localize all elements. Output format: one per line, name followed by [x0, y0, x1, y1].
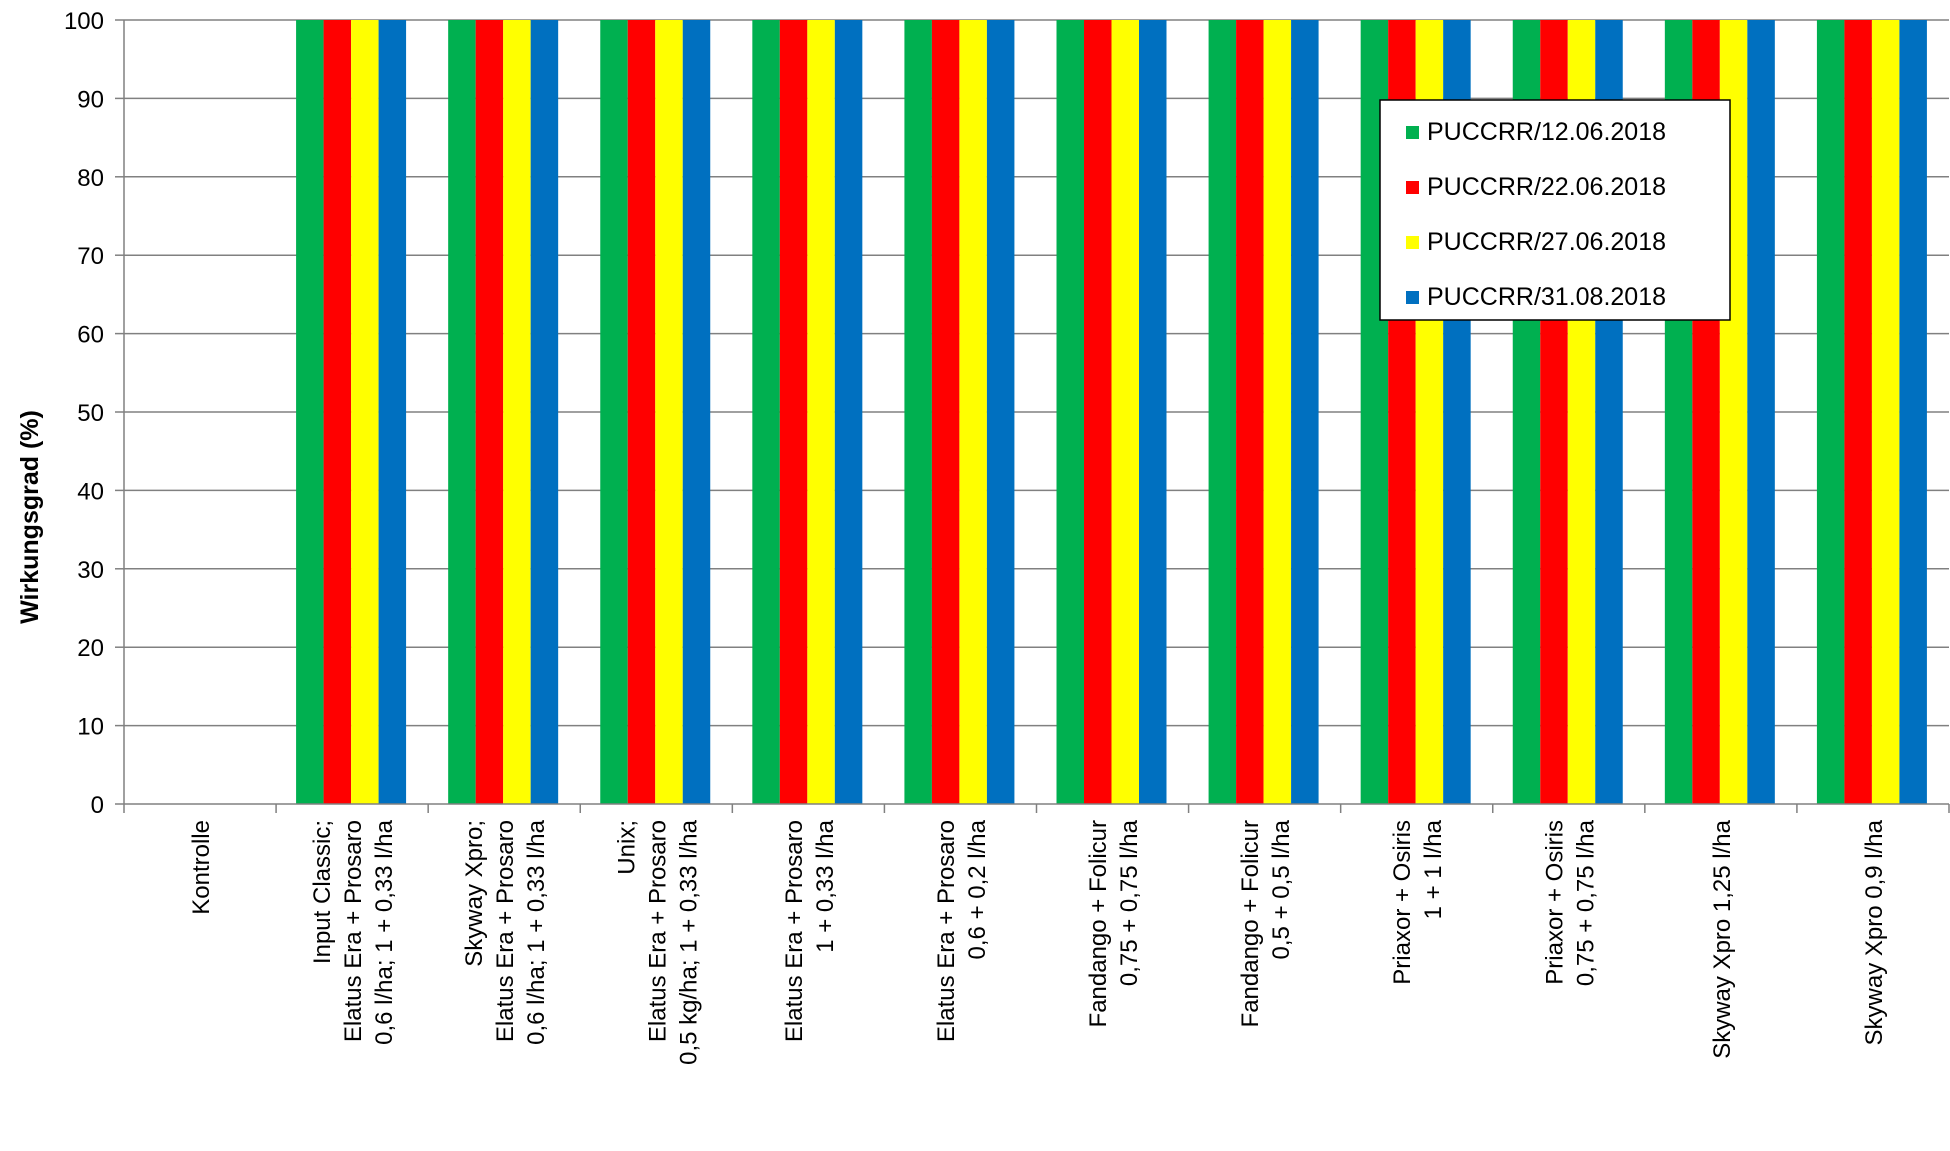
x-category-label: Kontrolle	[188, 820, 215, 915]
bar	[807, 20, 835, 804]
bar	[1899, 20, 1927, 804]
bar	[931, 20, 960, 804]
axes	[115, 19, 1950, 813]
bars	[296, 20, 1927, 804]
x-category-label-line: 0,5 + 0,5 l/ha	[1268, 819, 1295, 959]
bar	[1263, 20, 1292, 804]
x-category-label: Elatus Era + Prosaro 1 + 0,33 l/ha	[781, 819, 839, 1042]
x-category-label-line: Fandango + Folicur	[1085, 820, 1112, 1027]
y-tick-label: 20	[77, 635, 104, 662]
x-category-label-line: Elatus Era + Prosaro	[933, 820, 960, 1042]
bar	[1747, 20, 1775, 804]
legend-swatch	[1406, 126, 1419, 139]
x-category-label: Fandango + Folicur 0,5 + 0,5 l/ha	[1237, 819, 1295, 1027]
bar	[834, 20, 863, 804]
y-tick-label: 90	[77, 86, 104, 113]
bar	[1056, 20, 1084, 804]
x-category-label-line: Elatus Era + Prosaro	[781, 820, 808, 1042]
bar	[323, 20, 352, 804]
y-tick-label: 50	[77, 400, 104, 427]
bar	[752, 20, 780, 804]
bar	[1139, 20, 1167, 804]
x-category-label-line: Elatus Era + Prosaro	[644, 820, 671, 1042]
x-category-label-line: Unix;	[613, 820, 640, 875]
x-category-label: Priaxor + Osiris 1 + 1 l/ha	[1389, 819, 1447, 984]
y-tick-label: 60	[77, 322, 104, 349]
bar	[448, 20, 476, 804]
bar	[1236, 20, 1264, 804]
y-tick-label: 70	[77, 243, 104, 270]
y-tick-label: 10	[77, 714, 104, 741]
bar	[904, 20, 932, 804]
x-category-label: Elatus Era + Prosaro 0,6 + 0,2 l/ha	[933, 819, 991, 1042]
bar	[296, 20, 324, 804]
x-category-label-line: 0,5 kg/ha; 1 + 0,33 l/ha	[675, 819, 702, 1065]
legend: PUCCRR/12.06.2018 PUCCRR/22.06.2018 PUCCRR…	[1379, 99, 1731, 321]
gridlines	[124, 19, 1949, 727]
bar	[655, 20, 683, 804]
bar	[600, 20, 628, 804]
legend-swatch	[1406, 236, 1419, 249]
y-tick-label: 100	[64, 8, 104, 35]
x-category-label: Skyway Xpro 0,9 l/ha	[1861, 819, 1888, 1045]
x-category-labels: Kontrolle Input Classic; Elatus Era + Pros…	[188, 819, 1888, 1065]
bar	[1844, 20, 1872, 804]
bar	[959, 20, 987, 804]
x-category-label-line: Kontrolle	[188, 820, 215, 915]
y-tick-label: 30	[77, 557, 104, 584]
bar	[378, 20, 407, 804]
y-tick-label: 80	[77, 165, 104, 192]
bar	[1291, 20, 1319, 804]
bar	[682, 20, 711, 804]
x-category-label-line: Fandango + Folicur	[1237, 820, 1264, 1027]
y-tick-label: 0	[91, 792, 104, 819]
bar	[351, 20, 379, 804]
x-category-label: Priaxor + Osiris 0,75 + 0,75 l/ha	[1541, 819, 1599, 986]
x-category-label-line: 0,6 l/ha; 1 + 0,33 l/ha	[371, 819, 398, 1044]
x-category-label-line: Priaxor + Osiris	[1389, 820, 1416, 985]
bar	[475, 20, 504, 804]
bar	[1816, 20, 1845, 804]
legend-entry: PUCCRR/31.08.2018	[1427, 283, 1666, 311]
x-category-label: Skyway Xpro 1,25 l/ha	[1709, 819, 1736, 1058]
legend-box	[1379, 99, 1731, 321]
legend-entry: PUCCRR/22.06.2018	[1427, 173, 1666, 201]
x-category-label: Fandango + Folicur 0,75 + 0,75 l/ha	[1085, 819, 1143, 1027]
x-category-label-line: Skyway Xpro 1,25 l/ha	[1709, 819, 1736, 1058]
x-category-label-line: 1 + 1 l/ha	[1420, 819, 1447, 919]
x-category-label-line: 0,75 + 0,75 l/ha	[1572, 819, 1599, 986]
y-axis-title: Wirkungsgrad (%)	[16, 410, 44, 624]
legend-entry: PUCCRR/27.06.2018	[1427, 228, 1666, 256]
x-category-label-line: Elatus Era + Prosaro	[492, 820, 519, 1042]
bar	[627, 20, 656, 804]
x-category-label-line: 0,6 + 0,2 l/ha	[964, 819, 991, 959]
x-category-label-line: 0,6 l/ha; 1 + 0,33 l/ha	[523, 819, 550, 1044]
x-category-label: Unix; Elatus Era + Prosaro 0,5 kg/ha; 1 + …	[613, 819, 702, 1065]
bar	[1111, 20, 1139, 804]
x-category-label-line: Skyway Xpro;	[461, 820, 488, 967]
x-category-label-line: 0,75 + 0,75 l/ha	[1116, 819, 1143, 986]
bar	[1208, 20, 1237, 804]
bar	[1871, 20, 1900, 804]
bar	[986, 20, 1015, 804]
x-category-label-line: 1 + 0,33 l/ha	[812, 819, 839, 952]
bar	[1084, 20, 1112, 804]
x-category-label: Skyway Xpro; Elatus Era + Prosaro 0,6 l/ha…	[461, 819, 550, 1044]
legend-swatch	[1406, 181, 1419, 194]
bar	[779, 20, 808, 804]
x-category-label-line: Skyway Xpro 0,9 l/ha	[1861, 819, 1888, 1045]
y-tick-label: 40	[77, 478, 104, 505]
bar	[503, 20, 531, 804]
y-tick-labels: 0 10 20 30 40 50 60 70 80 90 100	[64, 8, 104, 819]
x-category-label-line: Elatus Era + Prosaro	[340, 820, 367, 1042]
legend-swatch	[1406, 291, 1419, 304]
legend-entry: PUCCRR/12.06.2018	[1427, 118, 1666, 146]
x-category-label-line: Priaxor + Osiris	[1541, 820, 1568, 985]
bar	[530, 20, 559, 804]
x-category-label: Input Classic; Elatus Era + Prosaro 0,6 l/…	[309, 819, 398, 1044]
x-category-label-line: Input Classic;	[309, 820, 336, 964]
